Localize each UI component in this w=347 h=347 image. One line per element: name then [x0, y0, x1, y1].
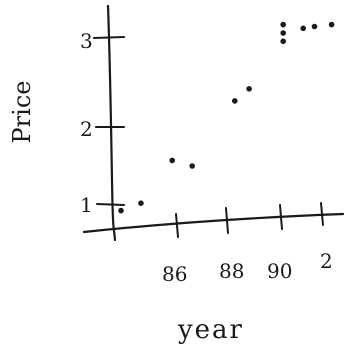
- data-point: [118, 207, 124, 214]
- y-tick-label-3: 3: [80, 29, 93, 53]
- x-tick-label-86: 86: [162, 262, 187, 286]
- data-point: [328, 21, 335, 28]
- x-tick-90: [279, 204, 283, 230]
- data-point: [280, 21, 287, 28]
- x-axis-label: year: [177, 315, 244, 345]
- x-tick-86: [175, 213, 179, 238]
- y-tick-3: [93, 36, 125, 39]
- y-tick-1: [96, 203, 125, 206]
- data-point: [280, 38, 287, 45]
- y-tick-label-1: 1: [80, 193, 93, 217]
- x-tick-label-88: 88: [219, 259, 244, 283]
- y-axis: [106, 4, 117, 242]
- data-point: [280, 30, 287, 36]
- data-points: [118, 21, 335, 214]
- x-tick-label-90: 90: [267, 259, 292, 283]
- data-point: [232, 98, 238, 104]
- data-point: [300, 25, 307, 32]
- data-point: [246, 86, 252, 92]
- data-point: [311, 23, 318, 30]
- x-axis: [82, 212, 345, 234]
- x-tick-label-92: 2: [320, 249, 333, 273]
- x-tick-88: [225, 207, 229, 234]
- data-point: [138, 200, 144, 206]
- y-tick-label-2: 2: [80, 117, 93, 141]
- y-axis-label: Price: [8, 81, 36, 144]
- data-point: [189, 163, 195, 169]
- x-tick-92: [320, 202, 324, 226]
- data-point: [169, 157, 175, 164]
